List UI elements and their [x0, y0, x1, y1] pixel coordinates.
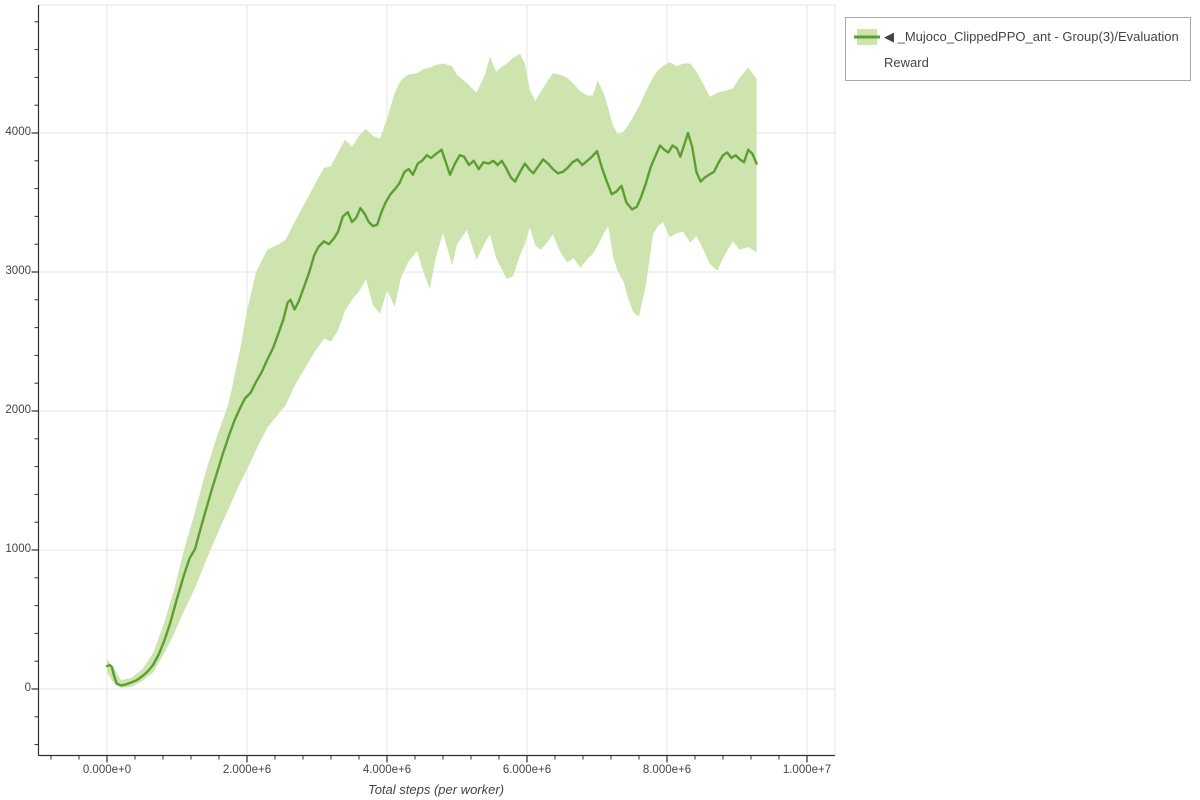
legend-label: ◀ _Mujoco_ClippedPPO_ant - Group(3)/Eval…: [884, 29, 1179, 70]
x-tick-label: 1.000e+7: [782, 764, 832, 776]
legend-item[interactable]: ◀ _Mujoco_ClippedPPO_ant - Group(3)/Eval…: [846, 18, 1190, 80]
y-tick-label: 0: [24, 682, 31, 694]
y-tick-label: 3000: [5, 265, 31, 277]
y-tick-label: 1000: [5, 543, 31, 555]
x-tick-label: 4.000e+6: [362, 764, 412, 776]
x-tick-label: 2.000e+6: [222, 764, 272, 776]
x-axis-title: Total steps (per worker): [367, 782, 505, 797]
series-swatch-icon: [854, 29, 880, 45]
x-tick-label: 6.000e+6: [502, 764, 552, 776]
mean-reward-line: [105, 131, 758, 687]
uncertainty-band: [107, 53, 757, 688]
x-tick-label: 8.000e+6: [642, 764, 692, 776]
x-tick-label: 0.000e+0: [82, 764, 132, 776]
legend: ◀ _Mujoco_ClippedPPO_ant - Group(3)/Eval…: [845, 17, 1191, 81]
y-tick-label: 2000: [5, 404, 31, 416]
y-tick-label: 4000: [5, 126, 31, 138]
